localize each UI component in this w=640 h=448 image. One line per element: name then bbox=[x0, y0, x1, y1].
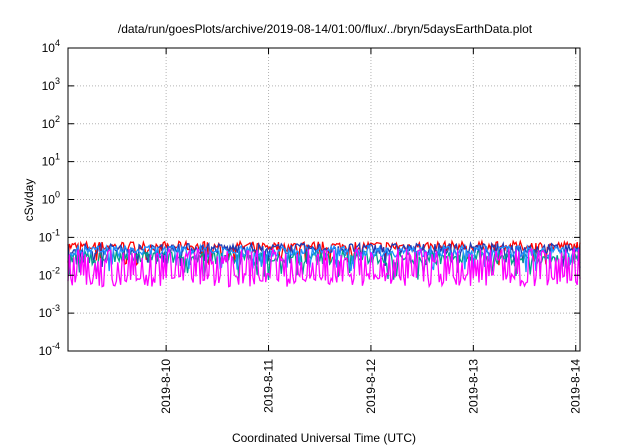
series-line bbox=[67, 246, 581, 289]
y-tick-base: 10 bbox=[42, 79, 56, 93]
y-tick-label: 10-3 bbox=[39, 303, 60, 320]
y-tick-base: 10 bbox=[39, 344, 53, 358]
y-tick-exponent: 3 bbox=[55, 76, 60, 86]
y-tick-exponent: -2 bbox=[52, 265, 60, 275]
y-tick-label: 10-4 bbox=[39, 341, 60, 358]
y-tick-label: 101 bbox=[42, 152, 60, 169]
y-tick-exponent: -1 bbox=[52, 227, 60, 237]
y-tick-exponent: 0 bbox=[55, 190, 60, 200]
y-tick-label: 104 bbox=[42, 38, 60, 55]
y-tick-label: 103 bbox=[42, 76, 60, 93]
y-tick-base: 10 bbox=[39, 306, 53, 320]
grid-lines bbox=[68, 48, 580, 351]
x-axis-label: Coordinated Universal Time (UTC) bbox=[232, 431, 416, 445]
x-tick-labels: 2019-8-10 2019-8-11 2019-8-12 2019-8-13 2019… bbox=[159, 48, 583, 414]
y-tick-base: 10 bbox=[42, 41, 56, 55]
series-group bbox=[67, 238, 581, 289]
x-tick-label: 2019-8-12 bbox=[364, 359, 378, 414]
x-tick-label: 2019-8-14 bbox=[569, 359, 583, 414]
y-tick-base: 10 bbox=[39, 230, 53, 244]
y-tick-base: 10 bbox=[39, 268, 53, 282]
y-tick-base: 10 bbox=[42, 117, 56, 131]
y-tick-label: 10-2 bbox=[39, 265, 60, 282]
y-tick-label: 102 bbox=[42, 114, 60, 131]
y-tick-exponent: 2 bbox=[55, 114, 60, 124]
chart-title: /data/run/goesPlots/archive/2019-08-14/0… bbox=[118, 22, 533, 36]
series-line bbox=[67, 241, 581, 269]
y-tick-exponent: 1 bbox=[55, 152, 60, 162]
y-tick-label: 10-1 bbox=[39, 227, 60, 244]
x-tick-label: 2019-8-11 bbox=[262, 359, 276, 413]
y-tick-exponent: -4 bbox=[52, 341, 60, 351]
y-tick-exponent: -3 bbox=[52, 303, 60, 313]
plot-frame bbox=[67, 47, 581, 352]
y-tick-label: 100 bbox=[42, 190, 60, 207]
y-tick-base: 10 bbox=[42, 193, 56, 207]
x-tick-label: 2019-8-13 bbox=[466, 359, 480, 414]
x-tick-label: 2019-8-10 bbox=[159, 359, 173, 414]
y-axis-label: cSv/day bbox=[22, 179, 36, 222]
y-tick-exponent: 4 bbox=[55, 38, 60, 48]
y-tick-base: 10 bbox=[42, 155, 56, 169]
